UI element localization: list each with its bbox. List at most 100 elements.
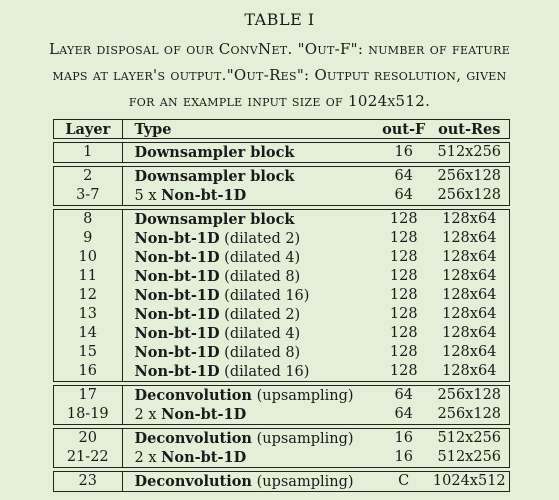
type-suffix: (upsampling) <box>251 474 354 490</box>
cell-out-f: 16 <box>394 449 413 465</box>
cell-out-f: 128 <box>389 306 418 322</box>
cell-type: Non-bt-1D (dilated 4) <box>123 248 378 267</box>
table-row: 23 Deconvolution (upsampling) C 1024x512 <box>54 472 509 491</box>
cell-layer: 10 <box>54 248 123 267</box>
cell-layer: 9 <box>54 229 123 248</box>
cell-out-res: 128x64 <box>442 363 497 379</box>
cell-type: Downsampler block <box>123 143 378 162</box>
type-block-name: Non-bt-1D <box>134 230 220 247</box>
header-type: Type <box>134 121 172 138</box>
type-block-name: Downsampler block <box>134 168 295 185</box>
caption-line: for an example input size of 1024x512. <box>128 92 431 110</box>
table-row: 1 Downsampler block 16 512x256 <box>54 143 509 162</box>
cell-out-f: 128 <box>389 344 418 360</box>
cell-out-f: 128 <box>389 211 418 227</box>
table-row: 2 Downsampler block 64 256x128 <box>54 167 509 186</box>
table-row-group: 2 Downsampler block 64 256x128 3-7 5 x Non-bt… <box>53 166 510 206</box>
header-out-f: out-F <box>382 121 426 138</box>
type-block-name: Non-bt-1D <box>161 449 247 466</box>
table-label: TABLE I <box>244 10 315 29</box>
cell-layer: 12 <box>54 286 123 305</box>
cell-out-f: 16 <box>394 144 413 160</box>
type-block-name: Downsampler block <box>134 144 295 161</box>
type-suffix: (dilated 8) <box>219 345 301 361</box>
cell-type: 5 x Non-bt-1D <box>123 186 378 205</box>
table-row: 9 Non-bt-1D (dilated 2) 128 128x64 <box>54 229 509 248</box>
caption-line: Layer disposal of our ConvNet. "Out-F": … <box>48 40 511 58</box>
cell-out-res: 256x128 <box>437 406 502 422</box>
table-row: 21-22 2 x Non-bt-1D 16 512x256 <box>54 448 509 467</box>
cell-out-res: 128x64 <box>442 287 497 303</box>
table-row: 18-19 2 x Non-bt-1D 64 256x128 <box>54 405 509 424</box>
type-suffix: (dilated 16) <box>219 288 310 304</box>
table-row: 16 Non-bt-1D (dilated 16) 128 128x64 <box>54 362 509 381</box>
table-row: 15 Non-bt-1D (dilated 8) 128 128x64 <box>54 343 509 362</box>
cell-layer: 21-22 <box>54 448 123 467</box>
type-block-name: Non-bt-1D <box>134 363 220 380</box>
cell-layer: 1 <box>54 143 123 162</box>
cell-layer: 16 <box>54 362 123 381</box>
table-row-group: 20 Deconvolution (upsampling) 16 512x256 21-… <box>53 428 510 468</box>
type-block-name: Non-bt-1D <box>134 325 220 342</box>
cell-layer: 13 <box>54 305 123 324</box>
cell-out-f: 128 <box>389 249 418 265</box>
type-suffix: (upsampling) <box>251 388 354 404</box>
cell-out-res: 128x64 <box>442 249 497 265</box>
cell-out-res: 512x256 <box>437 430 502 446</box>
type-suffix: (dilated 8) <box>219 269 301 285</box>
cell-out-res: 256x128 <box>437 168 502 184</box>
type-suffix: (dilated 16) <box>219 364 310 380</box>
table-row: 10 Non-bt-1D (dilated 4) 128 128x64 <box>54 248 509 267</box>
cell-out-res: 256x128 <box>437 187 502 203</box>
cell-out-f: 128 <box>389 230 418 246</box>
cell-type: Non-bt-1D (dilated 2) <box>123 305 378 324</box>
type-block-name: Non-bt-1D <box>161 187 247 204</box>
cell-out-res: 1024x512 <box>432 473 506 489</box>
cell-layer: 23 <box>54 472 123 491</box>
table-row: 17 Deconvolution (upsampling) 64 256x128 <box>54 386 509 405</box>
type-prefix: 2 x <box>134 450 162 466</box>
cell-type: 2 x Non-bt-1D <box>123 405 378 424</box>
table-row-group: 1 Downsampler block 16 512x256 <box>53 142 510 163</box>
cell-out-f: 64 <box>394 187 413 203</box>
cell-out-f: 64 <box>394 406 413 422</box>
type-block-name: Non-bt-1D <box>134 249 220 266</box>
cell-out-f: 64 <box>394 387 413 403</box>
type-block-name: Non-bt-1D <box>134 287 220 304</box>
cell-type: Downsampler block <box>123 210 378 229</box>
table-caption: Layer disposal of our ConvNet. "Out-F": … <box>22 36 537 114</box>
cell-out-res: 128x64 <box>442 344 497 360</box>
cell-layer: 2 <box>54 167 123 186</box>
cell-out-res: 128x64 <box>442 325 497 341</box>
cell-out-res: 128x64 <box>442 306 497 322</box>
cell-out-f: 64 <box>394 168 413 184</box>
type-suffix: (dilated 2) <box>219 231 301 247</box>
type-prefix: 2 x <box>134 407 162 423</box>
table-row: 13 Non-bt-1D (dilated 2) 128 128x64 <box>54 305 509 324</box>
type-block-name: Non-bt-1D <box>134 306 220 323</box>
cell-type: Deconvolution (upsampling) <box>123 429 378 448</box>
cell-layer: 20 <box>54 429 123 448</box>
type-block-name: Non-bt-1D <box>134 268 220 285</box>
cell-layer: 17 <box>54 386 123 405</box>
cell-out-res: 128x64 <box>442 268 497 284</box>
cell-layer: 3-7 <box>54 186 123 205</box>
cell-out-f: 128 <box>389 268 418 284</box>
cell-out-res: 512x256 <box>437 144 502 160</box>
cell-type: Non-bt-1D (dilated 8) <box>123 343 378 362</box>
layer-table: Layer Type out-F out-Res 1 Downsampler bl… <box>53 119 510 492</box>
type-block-name: Deconvolution <box>134 473 252 490</box>
type-suffix: (dilated 4) <box>219 250 301 266</box>
table-row: 12 Non-bt-1D (dilated 16) 128 128x64 <box>54 286 509 305</box>
cell-type: Non-bt-1D (dilated 16) <box>123 286 378 305</box>
cell-type: Downsampler block <box>123 167 378 186</box>
table-row-group: 8 Downsampler block 128 128x64 9 Non-bt-1D (d… <box>53 209 510 382</box>
cell-type: Non-bt-1D (dilated 2) <box>123 229 378 248</box>
table-row: 3-7 5 x Non-bt-1D 64 256x128 <box>54 186 509 205</box>
cell-layer: 11 <box>54 267 123 286</box>
type-suffix: (dilated 4) <box>219 326 301 342</box>
cell-out-f: 128 <box>389 325 418 341</box>
cell-out-res: 512x256 <box>437 449 502 465</box>
cell-out-f: 16 <box>394 430 413 446</box>
type-block-name: Deconvolution <box>134 430 252 447</box>
